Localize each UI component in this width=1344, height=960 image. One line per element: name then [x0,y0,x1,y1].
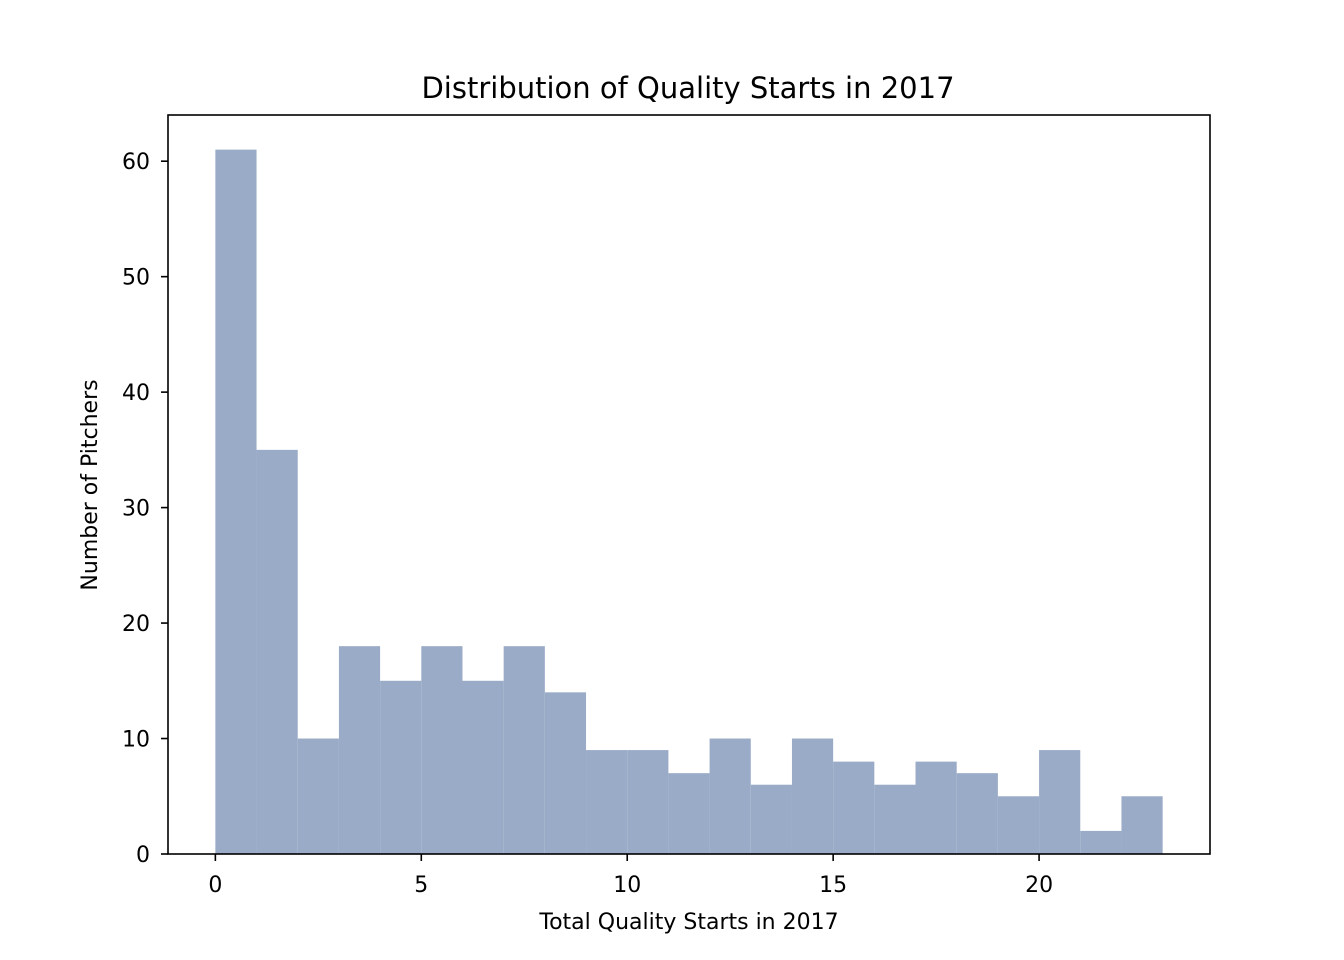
histogram-bar-13 [750,784,792,854]
histogram-bar-15 [833,761,875,854]
y-tick-label: 60 [122,150,150,175]
x-tick-label: 0 [208,873,222,898]
y-tick-label: 30 [122,497,150,522]
y-tick-label: 0 [136,843,150,868]
x-tick-label: 20 [1025,873,1053,898]
histogram-bar-10 [627,750,669,854]
plot-frame [167,114,1211,855]
x-tick-label: 10 [613,873,641,898]
histogram-bar-0 [215,149,257,854]
x-tick-label: 15 [819,873,847,898]
y-tick-label: 10 [122,728,150,753]
bars-layer [215,149,1163,854]
histogram-bar-9 [586,750,628,854]
histogram-bar-2 [297,738,339,854]
x-axis-label: Total Quality Starts in 2017 [538,910,838,935]
histogram-bar-16 [874,784,916,854]
histogram-bar-14 [791,738,834,854]
histogram-bar-12 [709,738,751,854]
histogram-bar-8 [544,692,587,854]
y-axis-label: Number of Pitchers [78,379,103,590]
x-axis-ticks: 0 5 10 15 20 [208,854,1053,898]
histogram-bar-3 [338,646,381,854]
histogram-bar-4 [380,680,422,854]
histogram-bar-22 [1121,796,1163,854]
histogram-bar-6 [462,680,504,854]
y-tick-label: 50 [122,266,150,291]
histogram-bar-19 [997,796,1040,854]
histogram-bar-11 [668,773,710,854]
x-tick-label: 5 [414,873,428,898]
histogram-bar-20 [1039,750,1081,854]
histogram-bar-1 [256,449,298,854]
histogram-bar-7 [503,646,545,854]
y-tick-label: 40 [122,381,150,406]
y-tick-label: 20 [122,612,150,637]
chart-title: Distribution of Quality Starts in 2017 [421,71,954,105]
histogram-bar-17 [915,761,957,854]
y-axis-ticks: 0 10 20 30 40 50 60 [122,150,168,868]
histogram-bar-18 [956,773,998,854]
histogram-bar-5 [421,646,463,854]
histogram-bar-21 [1080,830,1122,854]
